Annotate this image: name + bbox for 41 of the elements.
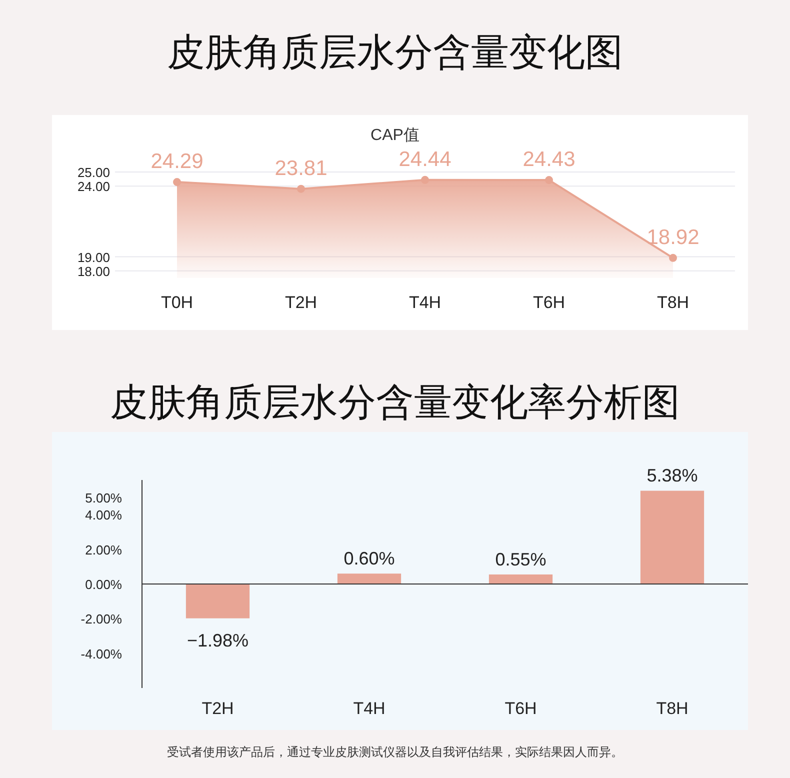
point (173, 178, 181, 186)
point (669, 254, 677, 262)
data-label: 5.38% (646, 466, 698, 486)
y-tick-label: 4.00% (85, 508, 122, 523)
x-tick-label: T4H (353, 699, 386, 718)
data-label: 24.29 (150, 150, 204, 174)
x-tick-label: T6H (532, 293, 566, 312)
y-tick-label: 18.00 (77, 264, 110, 279)
y-tick-label: -4.00% (80, 646, 122, 662)
y-tick-label: 2.00% (85, 542, 122, 558)
y-tick-label: -2.00% (80, 612, 122, 627)
point (297, 184, 305, 193)
y-tick-label: 0.00% (85, 577, 122, 592)
x-tick-label: T0H (160, 293, 194, 312)
x-tick-label: T2H (202, 699, 234, 718)
data-label: −1.98% (186, 630, 249, 650)
data-label: 24.44 (398, 148, 452, 171)
data-label: 18.92 (646, 226, 700, 249)
data-label: 23.81 (274, 156, 328, 180)
chart-subtitle: CAP值 (370, 127, 420, 144)
x-tick-label: T6H (504, 699, 537, 718)
bar (488, 574, 553, 584)
text: 受试者使用该产品后，通过专业皮肤测试仪器以及自我评估结果，实际结果因人而异。 (167, 745, 623, 759)
x-tick-label: T8H (656, 699, 688, 718)
x-tick-label: T8H (656, 293, 690, 312)
bar (640, 490, 704, 584)
y-tick-label: 5.00% (85, 490, 122, 506)
data-label: 24.43 (522, 148, 576, 172)
y-tick-label: 19.00 (77, 250, 110, 265)
y-tick-label: 25.00 (77, 165, 110, 180)
bar (186, 584, 250, 618)
y-tick-label: 24.00 (77, 179, 110, 194)
data-label: 0.60% (344, 548, 395, 569)
point (421, 176, 429, 184)
x-tick-label: T4H (408, 293, 442, 312)
bar (337, 574, 402, 584)
chart-title: 皮肤角质层水分含量变化图 (167, 32, 623, 74)
data-label: 0.55% (495, 549, 546, 570)
chart-title: 皮肤角质层水分含量变化率分析图 (110, 382, 680, 424)
x-tick-label: T2H (284, 293, 318, 312)
point (545, 176, 553, 184)
